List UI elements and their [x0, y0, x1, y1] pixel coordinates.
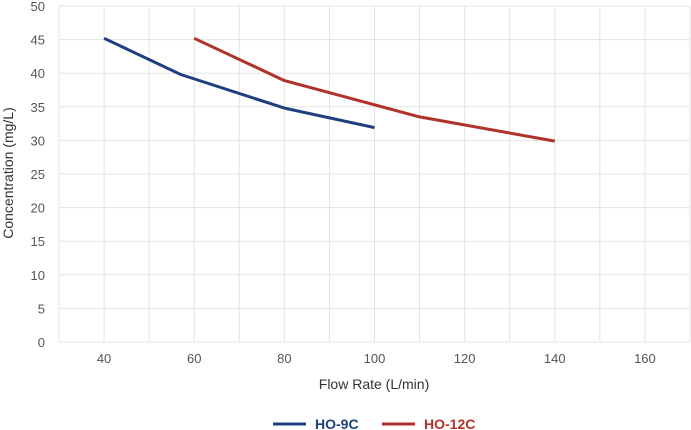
legend-label-ho-9c: HO-9C: [315, 416, 359, 430]
series-line-ho-9c: [103, 36, 375, 130]
y-tick-label: 5: [38, 301, 45, 316]
x-axis-ticks: 40 60 80 100 120 140 160: [97, 351, 656, 366]
x-tick-label: 80: [277, 351, 291, 366]
x-tick-label: 120: [454, 351, 476, 366]
legend-label-ho-12c: HO-12C: [424, 416, 475, 430]
y-tick-label: 0: [38, 335, 45, 350]
y-tick-label: 10: [31, 268, 45, 283]
y-axis-title: Concentration (mg/L): [0, 107, 16, 239]
x-axis-title: Flow Rate (L/min): [319, 376, 429, 392]
y-tick-label: 15: [31, 234, 45, 249]
x-tick-label: 100: [364, 351, 386, 366]
series-line-ho-12c: [193, 36, 556, 143]
y-tick-label: 20: [31, 201, 45, 216]
y-tick-label: 45: [31, 33, 45, 48]
x-tick-label: 160: [634, 351, 656, 366]
x-tick-label: 60: [187, 351, 201, 366]
y-tick-label: 25: [31, 167, 45, 182]
legend: HO-9C HO-12C: [273, 416, 475, 430]
x-tick-label: 40: [97, 351, 111, 366]
y-axis-ticks: 0 5 10 15 20 25 30 35 40 45 50: [31, 0, 45, 350]
y-tick-label: 40: [31, 66, 45, 81]
y-tick-label: 35: [31, 100, 45, 115]
grid: [58, 5, 691, 343]
x-tick-label: 140: [544, 351, 566, 366]
y-tick-label: 30: [31, 133, 45, 148]
series-lines: [103, 36, 556, 143]
y-tick-label: 50: [31, 0, 45, 14]
